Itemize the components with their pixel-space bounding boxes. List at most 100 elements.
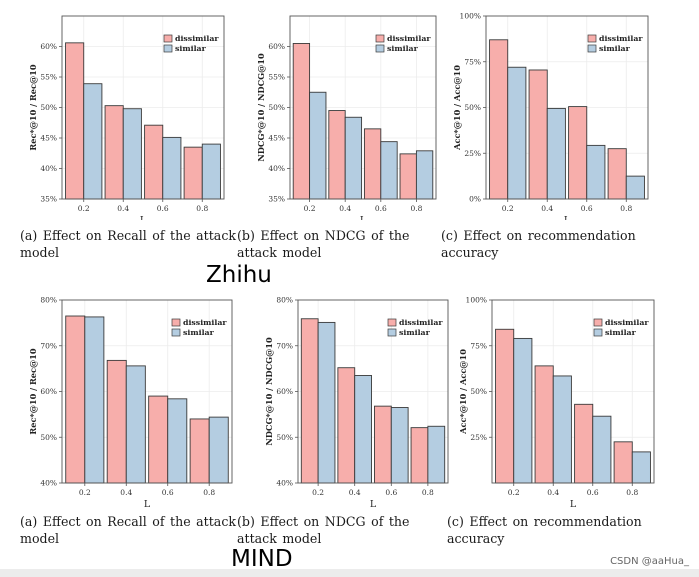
plot-frame — [297, 299, 449, 484]
caption-mind-accuracy: (c) Effect on recommendation accuracy — [447, 514, 642, 546]
bottom-band — [0, 569, 699, 577]
bar-similar-0-8 — [208, 416, 229, 484]
y-tick-label-5: 60% — [268, 42, 285, 51]
bar-similar-0-6 — [380, 141, 398, 200]
y-tick-label-1: 40% — [40, 164, 57, 173]
bar-dissimilar-0-8 — [399, 153, 417, 200]
y-tick-label-3: 70% — [276, 341, 293, 350]
y-tick-label-1: 50% — [470, 387, 487, 396]
legend-swatch-dissimilar — [171, 318, 181, 327]
x-tick-label-0-2: 0.2 — [502, 204, 514, 213]
y-tick-label-0: 35% — [268, 195, 285, 204]
legend-swatch-similar — [375, 44, 385, 53]
x-tick-label-0-4: 0.4 — [547, 488, 559, 497]
legend-swatch-similar — [163, 44, 173, 53]
x-axis-label: L — [564, 215, 571, 220]
bar-dissimilar-0-2 — [65, 42, 85, 200]
legend-label-dissimilar: dissimilar — [175, 34, 219, 43]
x-tick-label-0-8: 0.8 — [410, 204, 422, 213]
x-axis-label: L — [370, 499, 377, 510]
bar-similar-0-4 — [122, 108, 142, 200]
chart-mind-recall: 40% 50% 60% 70% 80% 0.2 0.4 0.6 0.8 L Rec*@10 / Re… — [28, 296, 233, 510]
legend-label-similar: similar — [599, 44, 631, 53]
legend-swatch-similar — [593, 328, 603, 337]
x-tick-label-0-2: 0.2 — [312, 488, 324, 497]
y-tick-label-4: 55% — [268, 73, 285, 82]
y-tick-label-5: 60% — [40, 42, 57, 51]
x-tick-label-0-6: 0.6 — [162, 488, 174, 497]
caption-mind-ndcg: (b) Effect on NDCG of the attack model — [237, 514, 410, 546]
legend-swatch-dissimilar — [593, 318, 603, 327]
caption-zhihu-ndcg: (b) Effect on NDCG of the attack model — [237, 228, 410, 260]
x-tick-label-0-8: 0.8 — [422, 488, 434, 497]
x-tick-label-0-8: 0.8 — [620, 204, 632, 213]
bar-dissimilar-0-4 — [534, 365, 554, 484]
legend-label-similar: similar — [399, 328, 431, 337]
x-tick-label-0-2: 0.2 — [508, 488, 520, 497]
legend-label-dissimilar: dissimilar — [605, 318, 649, 327]
y-axis-label: NDCG*@10 / NDCG@10 — [256, 53, 266, 162]
x-tick-label-0-2: 0.2 — [304, 204, 316, 213]
bar-similar-0-8 — [427, 425, 446, 484]
y-tick-label-3: 50% — [40, 103, 57, 112]
plot-frame — [485, 15, 649, 200]
bar-similar-0-8 — [625, 175, 645, 200]
bar-similar-0-4 — [344, 116, 363, 200]
legend-label-dissimilar: dissimilar — [599, 34, 643, 43]
legend-swatch-similar — [587, 44, 597, 53]
bar-dissimilar-0-2 — [489, 39, 509, 200]
x-tick-label-0-6: 0.6 — [157, 204, 169, 213]
x-tick-label-0-2: 0.2 — [79, 488, 91, 497]
legend-label-dissimilar: dissimilar — [387, 34, 431, 43]
caption-mind-recall: (a) Effect on Recall of the attack model — [20, 514, 236, 546]
bar-similar-0-2 — [317, 321, 336, 484]
chart-mind-accuracy: 25% 50% 75% 100% 0.2 0.4 0.6 0.8 L Acc*@10 / Acc@… — [458, 296, 655, 510]
x-tick-label-0-8: 0.8 — [203, 488, 215, 497]
y-tick-label-2: 45% — [40, 134, 57, 143]
legend-label-similar: similar — [605, 328, 637, 337]
bar-dissimilar-0-8 — [607, 148, 627, 200]
bar-dissimilar-0-8 — [183, 146, 203, 200]
x-axis-label: L — [144, 499, 151, 510]
bar-similar-0-4 — [354, 375, 372, 484]
legend-label-similar: similar — [175, 44, 207, 53]
bar-similar-0-2 — [507, 66, 527, 200]
bar-dissimilar-0-6 — [363, 128, 382, 200]
x-tick-label-0-8: 0.8 — [626, 488, 638, 497]
x-tick-label-0-4: 0.4 — [349, 488, 361, 497]
legend-label-dissimilar: dissimilar — [183, 318, 227, 327]
chart-zhihu-ndcg: 35% 40% 45% 50% 55% 60% 0.2 0.4 0.6 0.8 L NDCG*@10 … — [256, 15, 437, 220]
x-axis-label: L — [570, 499, 577, 510]
legend-swatch-dissimilar — [163, 34, 173, 43]
legend-swatch-similar — [387, 328, 397, 337]
caption-zhihu-recall: (a) Effect on Recall of the attack model — [20, 228, 236, 260]
y-axis-label: Acc*@10 / Acc@10 — [458, 349, 468, 435]
x-tick-label-0-6: 0.6 — [375, 204, 387, 213]
bar-dissimilar-0-6 — [148, 395, 169, 484]
plot-frame — [491, 299, 655, 484]
caption-zhihu-accuracy: (c) Effect on recommendation accuracy — [441, 228, 636, 260]
bar-dissimilar-0-4 — [106, 359, 127, 484]
y-tick-label-0: 35% — [40, 195, 57, 204]
bar-similar-0-2 — [513, 337, 533, 484]
bar-similar-0-2 — [309, 91, 327, 200]
y-tick-label-2: 60% — [40, 387, 57, 396]
bar-similar-0-6 — [592, 415, 612, 484]
bar-similar-0-8 — [201, 143, 221, 200]
x-tick-label-0-4: 0.4 — [117, 204, 129, 213]
y-tick-label-0: 25% — [470, 433, 487, 442]
x-tick-label-0-6: 0.6 — [385, 488, 397, 497]
bar-dissimilar-0-4 — [528, 69, 548, 200]
bar-similar-0-2 — [84, 316, 105, 484]
y-axis-label: NDCG*@10 / NDCG@10 — [264, 337, 274, 446]
bar-similar-0-4 — [546, 107, 566, 200]
chart-mind-ndcg: 40% 50% 60% 70% 80% 0.2 0.4 0.6 0.8 L NDCG*@10 / N… — [264, 296, 449, 510]
y-tick-label-2: 50% — [464, 103, 481, 112]
legend-swatch-dissimilar — [587, 34, 597, 43]
bar-similar-0-6 — [167, 398, 188, 484]
y-axis-label: Acc*@10 / Acc@10 — [452, 65, 462, 151]
legend-label-dissimilar: dissimilar — [399, 318, 443, 327]
legend-swatch-dissimilar — [375, 34, 385, 43]
y-tick-label-1: 50% — [276, 433, 293, 442]
y-tick-label-2: 45% — [268, 134, 285, 143]
